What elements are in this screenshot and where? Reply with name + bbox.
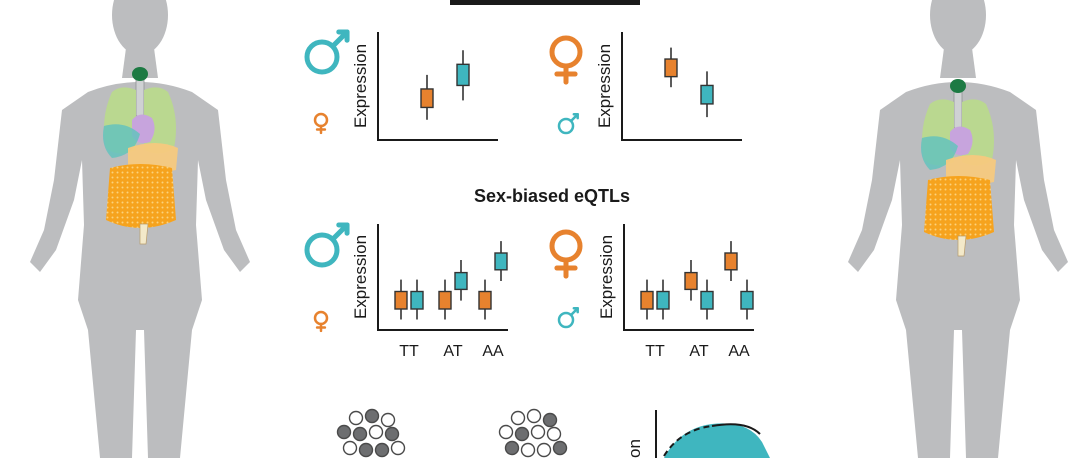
cluster-dot: [342, 440, 358, 456]
female-expression-box: [394, 279, 408, 320]
genotype-tick-label: AT: [689, 343, 708, 360]
male-expression-box: [494, 241, 508, 281]
genotype-tick-label: TT: [399, 343, 419, 360]
female-symbol-small-icon: [313, 112, 329, 135]
top-section-header-cropped: [450, 0, 640, 5]
male-symbol-icon: [304, 222, 350, 268]
male-expression-box: [700, 279, 714, 320]
male-expression-box: [700, 71, 714, 118]
female-expression-box: [420, 74, 434, 120]
cluster-dot: [536, 442, 552, 458]
cluster-dot: [504, 440, 520, 456]
cluster-dot: [384, 426, 400, 442]
male-expression-box: [740, 279, 754, 320]
y-axis-label: Expression: [595, 44, 614, 128]
cluster-dot: [552, 440, 568, 456]
cluster-dot: [390, 440, 406, 456]
female-symbol-icon: [549, 229, 583, 279]
male-expression-box: [410, 279, 424, 320]
female-symbol-icon: [549, 35, 583, 85]
cluster-dot: [542, 412, 558, 428]
cluster-dot: [374, 442, 390, 458]
axes: [377, 32, 498, 141]
cluster-dot: [336, 424, 352, 440]
section-title: Sex-biased eQTLs: [474, 186, 630, 206]
male-expression-box: [656, 279, 670, 320]
male-biased-expression-panel: Expression: [351, 32, 498, 141]
male-expression-box: [454, 260, 468, 301]
cluster-dot: [498, 424, 514, 440]
axes: [377, 224, 508, 331]
cluster-dot: [530, 424, 546, 440]
male-biased-eqtl-panel: Expression TT AT AA: [351, 224, 508, 360]
axes: [621, 32, 742, 141]
cluster-dot: [520, 442, 536, 458]
female-expression-box: [724, 241, 738, 281]
density-plot-partial: on: [625, 410, 770, 458]
female-biased-eqtl-panel: Expression TT AT AA: [597, 224, 754, 360]
cluster-dot: [364, 408, 380, 424]
female-expression-box: [664, 47, 678, 88]
y-axis-label: Expression: [351, 44, 370, 128]
y-axis-label: Expression: [351, 235, 370, 319]
dot-cluster-left: [336, 408, 406, 458]
female-expression-box: [478, 279, 492, 320]
genotype-tick-label: TT: [645, 343, 665, 360]
female-biased-expression-panel: Expression: [595, 32, 742, 141]
female-symbol-small-icon: [313, 310, 329, 333]
male-body-silhouette: [30, 0, 250, 458]
cluster-dot: [352, 426, 368, 442]
male-symbol-icon: [304, 29, 350, 75]
cluster-dot: [358, 442, 374, 458]
male-symbol-small-icon: [557, 113, 579, 135]
female-expression-box: [684, 260, 698, 301]
y-axis-label: Expression: [597, 235, 616, 319]
dot-cluster-right: [498, 408, 568, 458]
female-expression-box: [438, 279, 452, 320]
cluster-dot: [546, 426, 562, 442]
genotype-tick-label: AA: [728, 343, 750, 360]
cluster-dot: [510, 410, 526, 426]
genotype-tick-label: AA: [482, 343, 504, 360]
genotype-tick-label: AT: [443, 343, 462, 360]
axes: [623, 224, 754, 331]
female-expression-box: [640, 279, 654, 320]
male-symbol-small-icon: [557, 307, 579, 329]
cluster-dot: [380, 412, 396, 428]
male-expression-box: [456, 50, 470, 101]
cluster-dot: [514, 426, 530, 442]
cluster-dot: [368, 424, 384, 440]
female-body-silhouette: [848, 0, 1068, 458]
cluster-dot: [526, 408, 542, 424]
density-ylabel-fragment: on: [625, 439, 644, 458]
cluster-dot: [348, 410, 364, 426]
